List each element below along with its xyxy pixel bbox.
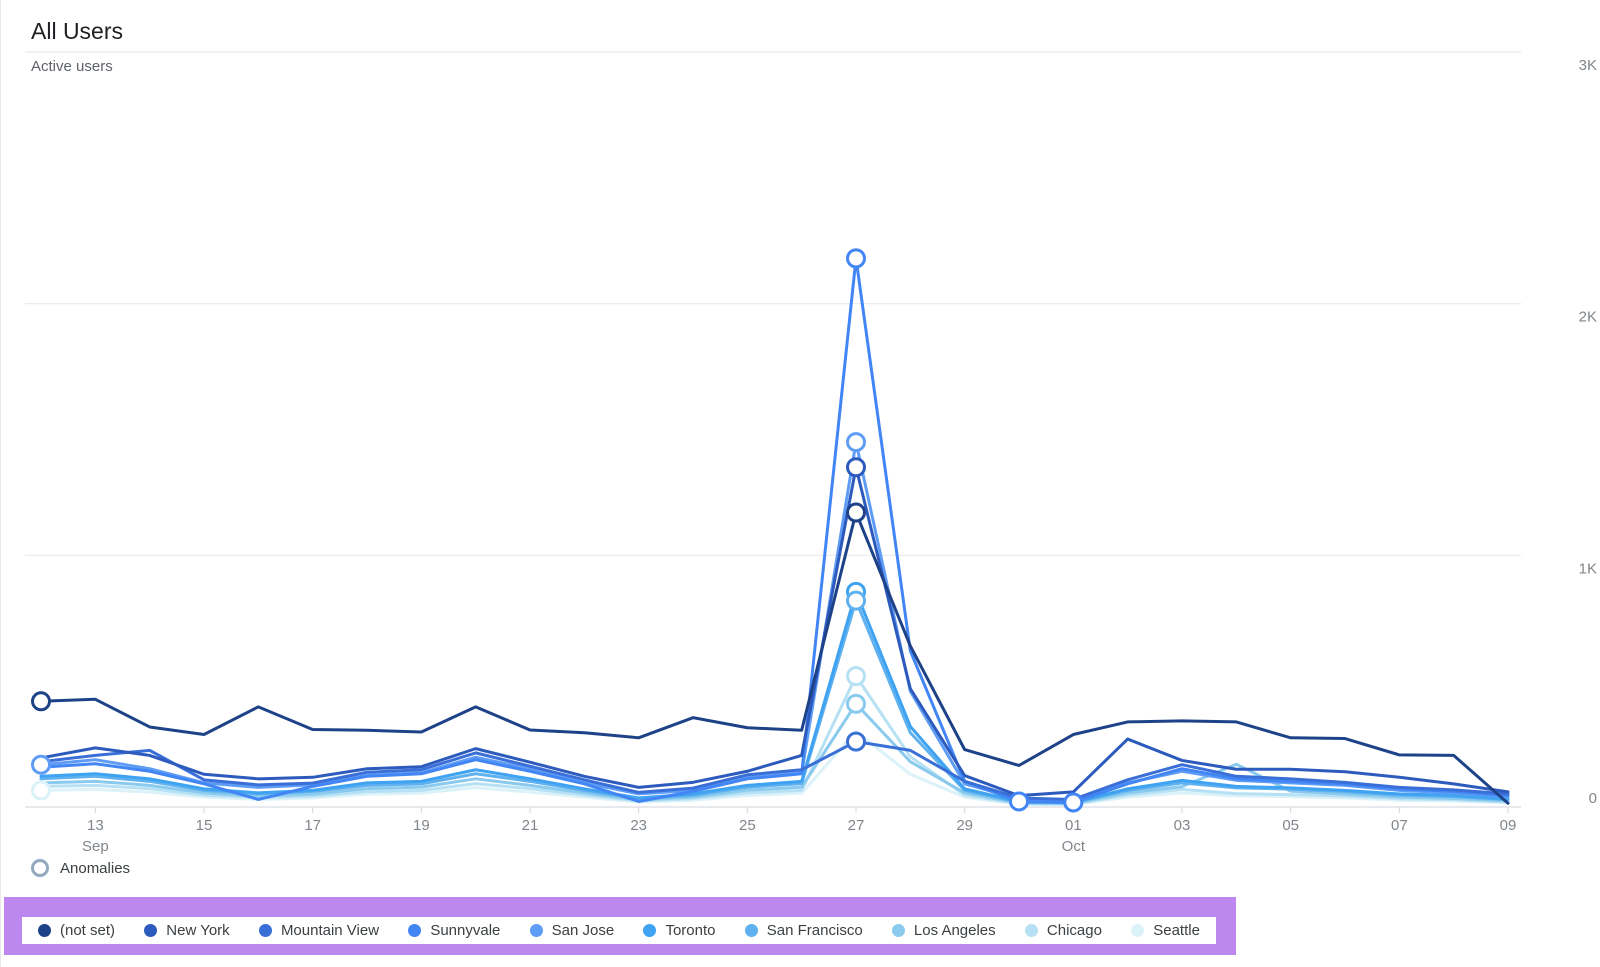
legend-label-new-york: New York (166, 922, 230, 939)
legend-dot-san-jose (529, 924, 543, 937)
x-axis-label-09: 09 (1500, 817, 1517, 834)
anomaly-marker-los-angeles-sep-27[interactable] (846, 693, 866, 714)
x-axis-label-29: 29 (956, 817, 973, 834)
legend-dot-los-angeles (891, 924, 905, 937)
legend-label-seattle: Seattle (1153, 922, 1200, 939)
anomaly-marker-not-set-sep-27[interactable] (846, 502, 866, 523)
anomaly-marker-sunnyvale-sep-27[interactable] (846, 248, 866, 269)
legend-item-seattle[interactable]: Seattle (1131, 922, 1200, 939)
legend-label-sunnyvale: Sunnyvale (430, 922, 501, 939)
x-axis-label-21: 21 (522, 817, 539, 834)
legend-dot-toronto (643, 924, 657, 937)
legend-dot-mountain-view (258, 924, 272, 937)
legend-item-san-jose[interactable]: San Jose (529, 922, 615, 939)
legend-item-chicago[interactable]: Chicago (1024, 922, 1102, 939)
x-axis-label-01: 01 (1065, 817, 1082, 834)
series-line-mountain-view (39, 740, 1510, 801)
anomaly-marker-sunnyvale-oct-1[interactable] (1063, 792, 1084, 813)
anomaly-marker-san-jose-sep-12[interactable] (31, 754, 51, 775)
anomalies-legend[interactable]: Anomalies (31, 859, 130, 877)
chart-canvas[interactable]: 3K 2K 1K 0 13 Sep 15 17 19 21 23 25 27 29 01 Oct 03 05 07 0… (1, 0, 1600, 860)
legend-dot-san-francisco (744, 924, 758, 937)
legend-label-mountain-view: Mountain View (280, 922, 380, 939)
legend-label-not-set: (not set) (60, 922, 116, 939)
series-line-chicago (39, 674, 1510, 806)
anomaly-marker-seattle-sep-12[interactable] (31, 780, 51, 801)
anomaly-marker-mountain-view-sep-27[interactable] (846, 731, 866, 752)
chart-metric-label: Active users (31, 58, 113, 75)
x-axis-label-03: 03 (1174, 817, 1191, 834)
series-legend-bar: (not set) New York Mountain View Sunnyvale S… (22, 917, 1216, 944)
series-line-san-jose (39, 440, 1510, 802)
legend-dot-seattle (1131, 924, 1145, 937)
y-axis-label-2K: 2K (1579, 309, 1597, 326)
y-axis-label-0: 0 (1589, 790, 1597, 807)
anomaly-marker-sunnyvale-sep-30[interactable] (1009, 791, 1029, 812)
legend-highlight-box: (not set) New York Mountain View Sunnyvale S… (4, 897, 1236, 955)
x-axis-month-label-sep: Sep (82, 838, 109, 855)
legend-item-mountain-view[interactable]: Mountain View (258, 922, 380, 939)
x-axis-label-23: 23 (630, 817, 647, 834)
legend-item-not-set[interactable]: (not set) (38, 922, 115, 939)
x-axis-label-07: 07 (1391, 817, 1408, 834)
anomaly-marker-new-york-sep-27[interactable] (846, 457, 866, 478)
legend-label-toronto: Toronto (665, 922, 716, 939)
legend-label-los-angeles: Los Angeles (913, 922, 996, 939)
legend-dot-chicago (1024, 924, 1038, 937)
legend-dot-sunnyvale (408, 924, 422, 937)
x-axis-label-15: 15 (196, 817, 213, 834)
x-axis-label-17: 17 (304, 817, 321, 834)
legend-item-san-francisco[interactable]: San Francisco (744, 922, 863, 939)
legend-dot-not-set (38, 924, 51, 937)
legend-item-toronto[interactable]: Toronto (643, 922, 716, 939)
legend-label-san-jose: San Jose (551, 922, 615, 939)
series-line-sunnyvale (39, 256, 1510, 804)
y-axis-label-3K: 3K (1579, 57, 1597, 74)
anomaly-marker-san-jose-sep-27[interactable] (846, 432, 866, 453)
legend-item-new-york[interactable]: New York (144, 922, 230, 939)
legend-item-los-angeles[interactable]: Los Angeles (891, 922, 996, 939)
series-line-new-york (39, 465, 1510, 798)
legend-item-sunnyvale[interactable]: Sunnyvale (408, 922, 500, 939)
legend-label-san-francisco: San Francisco (766, 922, 863, 939)
anomaly-ring-icon (31, 859, 49, 877)
page-title: All Users (31, 18, 124, 44)
anomaly-marker-san-francisco-sep-27[interactable] (846, 590, 866, 611)
legend-label-chicago: Chicago (1046, 922, 1102, 939)
anomalies-label: Anomalies (60, 859, 131, 877)
anomaly-marker-chicago-sep-27[interactable] (846, 666, 866, 687)
x-axis-month-label-oct: Oct (1062, 838, 1086, 855)
x-axis-label-19: 19 (413, 817, 430, 834)
series-line-not-set (39, 511, 1510, 805)
series-line-seattle (39, 730, 1510, 806)
x-axis-label-05: 05 (1282, 817, 1299, 834)
x-axis-label-13: 13 (87, 817, 104, 834)
legend-dot-new-york (144, 924, 158, 937)
x-axis-label-27: 27 (848, 817, 865, 834)
y-axis-label-1K: 1K (1579, 560, 1597, 577)
x-axis-label-25: 25 (739, 817, 756, 834)
anomaly-marker-not-set-sep-12[interactable] (31, 691, 51, 712)
